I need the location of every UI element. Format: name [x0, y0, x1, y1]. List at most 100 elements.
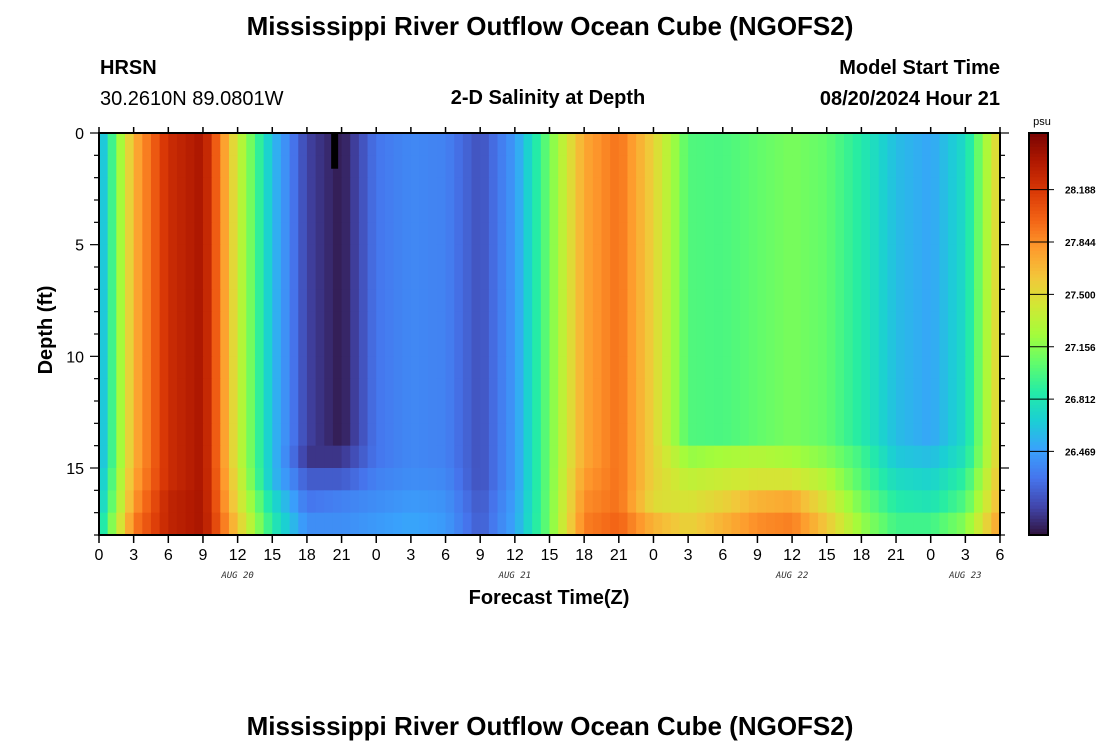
heatmap-cell [263, 423, 273, 447]
heatmap-cell [124, 423, 135, 447]
heatmap-cell [974, 289, 984, 313]
colorbar-swatch [1029, 256, 1048, 261]
heatmap-cell [679, 311, 689, 335]
heatmap-cell [506, 244, 516, 268]
heatmap-cell [393, 267, 403, 290]
heatmap-cell [419, 133, 429, 156]
heatmap-cell [852, 490, 862, 514]
heatmap-cell [601, 133, 611, 156]
heatmap-cell [887, 222, 897, 246]
station-coords: 30.2610N 89.0801W [100, 88, 284, 110]
heatmap-cell [393, 177, 403, 201]
heatmap-cell [280, 133, 291, 156]
heatmap-cell [982, 200, 992, 223]
heatmap-cell [272, 177, 282, 201]
heatmap-cell [757, 177, 767, 201]
heatmap-cell [315, 244, 325, 268]
heatmap-cell [644, 401, 655, 424]
heatmap-cell [575, 445, 585, 469]
heatmap-cell [280, 222, 291, 246]
heatmap-cell [766, 155, 776, 179]
heatmap-cell [211, 334, 221, 357]
heatmap-cell [705, 177, 715, 201]
heatmap-cell [558, 423, 568, 447]
heatmap-cell [168, 401, 178, 424]
colorbar-swatch [1029, 427, 1048, 432]
heatmap-cell [861, 512, 871, 536]
heatmap-cell [428, 177, 438, 201]
heatmap-cell [341, 512, 351, 536]
heatmap-cell [254, 468, 265, 491]
heatmap-cell [714, 423, 724, 447]
heatmap-cell [731, 267, 741, 290]
heatmap-cell [393, 222, 403, 246]
heatmap-cell [159, 423, 169, 447]
heatmap-cell [506, 155, 516, 179]
heatmap-cell [532, 512, 542, 536]
heatmap-cell [237, 311, 247, 335]
heatmap-cell [688, 267, 698, 290]
heatmap-cell [974, 334, 984, 357]
heatmap-cell [913, 401, 923, 424]
heatmap-cell [870, 490, 880, 514]
heatmap-cell [783, 490, 793, 514]
heatmap-cell [341, 133, 351, 156]
heatmap-cell [930, 177, 940, 201]
heatmap-cell [870, 289, 880, 313]
heatmap-cell [254, 356, 265, 380]
heatmap-cell [514, 423, 525, 447]
heatmap-cell [592, 401, 603, 424]
heatmap-cell [159, 401, 169, 424]
heatmap-cell [826, 423, 836, 447]
heatmap-cell [835, 378, 845, 402]
heatmap-cell [376, 177, 386, 201]
heatmap-cell [142, 356, 152, 380]
heatmap-cell [792, 512, 802, 536]
heatmap-cell [280, 445, 291, 469]
heatmap-cell [497, 468, 507, 491]
heatmap-cell [887, 334, 897, 357]
heatmap-cell [289, 177, 299, 201]
heatmap-cell [272, 334, 282, 357]
heatmap-cell [480, 468, 490, 491]
colorbar-swatch [1029, 407, 1048, 412]
heatmap-cell [358, 401, 369, 424]
heatmap-cell [662, 155, 672, 179]
heatmap-cell [532, 423, 542, 447]
heatmap-cell [237, 267, 247, 290]
heatmap-cell [809, 401, 819, 424]
heatmap-cell [272, 468, 282, 491]
heatmap-cell [618, 468, 629, 491]
heatmap-cell [341, 423, 351, 447]
heatmap-cell [272, 244, 282, 268]
heatmap-cell [506, 289, 516, 313]
heatmap-cell [159, 334, 169, 357]
heatmap-cell [644, 356, 655, 380]
heatmap-cell [471, 177, 481, 201]
heatmap-cell [540, 423, 551, 447]
heatmap-cell [870, 311, 880, 335]
heatmap-cell [705, 401, 715, 424]
heatmap-cell [376, 222, 386, 246]
heatmap-cell [800, 445, 810, 469]
heatmap-cell [653, 356, 663, 380]
colorbar-swatch [1029, 186, 1048, 191]
heatmap-cell [124, 177, 135, 201]
heatmap-cell [636, 133, 646, 156]
heatmap-cell [904, 401, 914, 424]
heatmap-cell [237, 244, 247, 268]
heatmap-cell [844, 155, 854, 179]
heatmap-cell [904, 311, 914, 335]
heatmap-cell [549, 423, 559, 447]
colorbar-swatch [1029, 220, 1048, 225]
heatmap-cell [662, 445, 672, 469]
heatmap-cell [679, 378, 689, 402]
heatmap-cell [185, 267, 195, 290]
heatmap-cell [506, 401, 516, 424]
heatmap-cell [263, 200, 273, 223]
colorbar-swatch [1029, 488, 1048, 493]
heatmap-cell [480, 200, 490, 223]
heatmap-cell [324, 401, 334, 424]
heatmap-cell [150, 423, 161, 447]
heatmap-cell [384, 378, 395, 402]
